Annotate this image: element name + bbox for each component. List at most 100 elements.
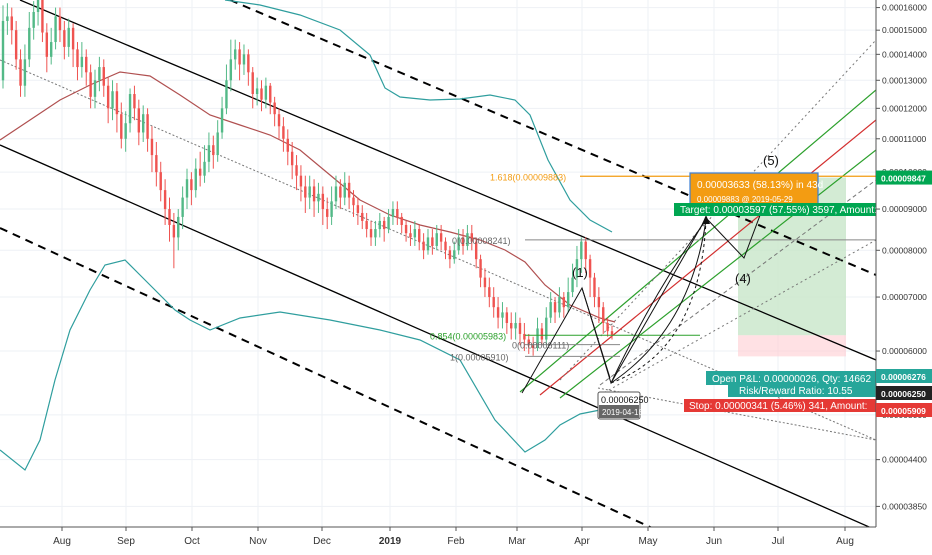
price-tick-label: 0.00009000 bbox=[882, 204, 927, 214]
candle-body bbox=[352, 197, 355, 206]
candle-body bbox=[1, 20, 5, 81]
candles bbox=[1, 0, 614, 356]
price-tick-label: 0.00007000 bbox=[882, 292, 927, 302]
candle-body bbox=[185, 179, 189, 198]
candle-body bbox=[41, 0, 44, 33]
fan-dotted-1 bbox=[559, 39, 876, 381]
price-tick-label: 0.00012000 bbox=[882, 103, 927, 113]
candle-body bbox=[220, 108, 224, 133]
channel-upper-ext bbox=[229, 0, 876, 276]
price-tick-label: 0.00016000 bbox=[882, 3, 927, 13]
candle-body bbox=[141, 114, 145, 133]
price-tick-label: 0.00013000 bbox=[882, 75, 927, 85]
candle-body bbox=[238, 49, 241, 65]
price-badge-label: 0.00006250 bbox=[881, 389, 926, 399]
candle-body bbox=[277, 114, 281, 127]
wave-path bbox=[521, 177, 775, 394]
candle-body bbox=[339, 186, 342, 198]
time-tick-label: Jun bbox=[706, 536, 722, 547]
annotations: 1.618(0.00009883) 0(0.00008241) 0.854(0.00… bbox=[430, 153, 877, 420]
fib-0854-label: 0.854(0.00005983) bbox=[430, 331, 506, 341]
price-axis: 0.00016000 0.00015000 0.00014000 0.00013000… bbox=[875, 0, 932, 550]
rr-bar-text: Risk/Reward Ratio: 10.55 bbox=[739, 386, 853, 397]
price-tick-label: 0.00006000 bbox=[882, 346, 927, 356]
candle-body bbox=[347, 182, 351, 198]
target-box-sub: 0.00009883 @ 2019-05-29 bbox=[697, 195, 793, 204]
candle-body bbox=[553, 302, 557, 313]
time-axis-bg bbox=[0, 527, 932, 550]
candle-body bbox=[518, 323, 522, 334]
time-tick-label: Feb bbox=[447, 536, 465, 547]
candle-body bbox=[396, 209, 399, 217]
candle-body bbox=[409, 233, 412, 238]
candle-body bbox=[155, 155, 158, 173]
candle-body bbox=[71, 27, 75, 50]
candle-body bbox=[124, 123, 127, 139]
candle-body bbox=[461, 237, 465, 246]
candle-body bbox=[137, 108, 141, 133]
candle-body bbox=[212, 145, 215, 156]
time-tick-label: Nov bbox=[249, 536, 267, 547]
date-tag-bg bbox=[599, 405, 639, 418]
price-badge bbox=[876, 369, 932, 383]
candle-body bbox=[448, 250, 452, 260]
candle-body bbox=[85, 56, 88, 73]
candle-body bbox=[431, 237, 434, 246]
candle-body bbox=[453, 250, 456, 260]
candle-body bbox=[111, 91, 114, 109]
candle-body bbox=[115, 91, 119, 115]
candle-body bbox=[225, 80, 228, 109]
candle-body bbox=[133, 94, 136, 109]
price-badge bbox=[876, 386, 932, 400]
candle-body bbox=[588, 259, 592, 278]
elliott-waves bbox=[521, 177, 775, 394]
candle-body bbox=[488, 287, 491, 298]
time-tick-label: Aug bbox=[836, 536, 854, 547]
candle-body bbox=[435, 233, 438, 246]
candle-body bbox=[54, 16, 57, 43]
price-tick-label: 0.00011000 bbox=[882, 134, 927, 144]
candle-body bbox=[36, 0, 40, 12]
price-tick-label: 0.00004400 bbox=[882, 455, 927, 465]
candle-body bbox=[45, 32, 49, 57]
candle-body bbox=[361, 212, 364, 221]
candle-body bbox=[505, 312, 509, 324]
candle-body bbox=[269, 85, 272, 103]
candle-body bbox=[545, 317, 548, 340]
time-tick-label: 2019 bbox=[379, 536, 402, 547]
candle-body bbox=[523, 333, 526, 340]
candle-body bbox=[181, 197, 184, 217]
candle-body bbox=[610, 331, 614, 336]
time-tick-label: Apr bbox=[574, 536, 590, 547]
date-tag-text: 2019-04-16 bbox=[602, 408, 643, 417]
time-tick-label: Dec bbox=[313, 536, 331, 547]
channel-upper bbox=[19, 0, 876, 361]
wave-arc-2 bbox=[610, 219, 707, 384]
time-tick-label: May bbox=[639, 536, 658, 547]
pnl-bar bbox=[706, 371, 876, 385]
candle-body bbox=[264, 85, 268, 100]
candle-body bbox=[190, 179, 193, 191]
candle-body bbox=[28, 27, 31, 60]
candle-body bbox=[378, 220, 381, 230]
candle-body bbox=[492, 297, 495, 308]
candle-body bbox=[146, 114, 149, 139]
candle-body bbox=[106, 85, 110, 109]
stop-bar bbox=[684, 399, 876, 412]
candle-body bbox=[422, 241, 425, 251]
candle-body bbox=[163, 190, 167, 210]
candle-body bbox=[6, 16, 9, 21]
candle-body bbox=[606, 323, 609, 332]
wave-1-label: (1) bbox=[572, 265, 588, 280]
price-tick-label: 0.00014000 bbox=[882, 49, 927, 59]
price-tick-label: 0.00008000 bbox=[882, 245, 927, 255]
candle-body bbox=[470, 233, 474, 242]
candle-body bbox=[295, 165, 298, 176]
time-tick-label: Jul bbox=[772, 536, 785, 547]
fib-1-label: 1(0.00005910) bbox=[450, 352, 509, 362]
candle-body bbox=[14, 30, 18, 60]
candle-body bbox=[369, 229, 373, 238]
target-box-title: 0.00003633 (58.13%) in 43d bbox=[697, 180, 823, 191]
